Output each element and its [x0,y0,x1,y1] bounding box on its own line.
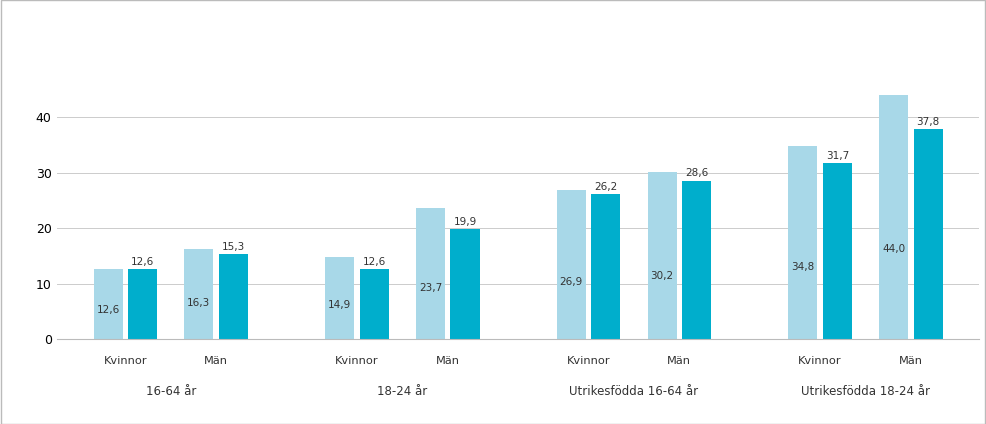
Text: Kvinnor: Kvinnor [104,356,147,366]
Bar [592,194,620,339]
Text: ARBETSLÖSHET I MALMÖ: ARBETSLÖSHET I MALMÖ [13,17,239,32]
Text: 34,8: 34,8 [792,262,814,272]
Bar [416,208,445,339]
Text: 12,6: 12,6 [97,305,119,315]
Bar [682,181,711,339]
Bar [789,146,817,339]
Text: 15,3: 15,3 [222,242,245,252]
Text: 44,0: 44,0 [882,244,905,254]
Text: 28,6: 28,6 [685,168,708,179]
Text: Män: Män [899,356,923,366]
Text: Utrikesfödda 18-24 år: Utrikesfödda 18-24 år [801,385,930,398]
Text: 14,9: 14,9 [328,300,351,310]
Text: 23,7: 23,7 [419,283,442,293]
Text: Kvinnor: Kvinnor [335,356,379,366]
Text: Män: Män [668,356,691,366]
Text: Kvinnor: Kvinnor [799,356,842,366]
Text: 12,6: 12,6 [131,257,154,267]
Bar [128,269,157,339]
Text: 26,9: 26,9 [560,277,583,287]
Text: 16-64 år: 16-64 år [146,385,196,398]
Text: 30,2: 30,2 [651,271,673,281]
Text: 19,9: 19,9 [454,217,476,226]
Text: 37,8: 37,8 [917,117,940,127]
Bar [557,190,586,339]
Bar [219,254,247,339]
Bar [184,249,213,339]
Bar [94,269,122,339]
Text: 26,2: 26,2 [595,181,617,192]
Bar [648,172,676,339]
Bar [823,163,852,339]
Bar [360,269,388,339]
Bar [451,229,479,339]
Text: Andel av arbetskraften (%) - genomsnitt januari-juni: Andel av arbetskraften (%) - genomsnitt … [13,45,362,58]
Bar [325,257,354,339]
Text: 31,7: 31,7 [826,151,849,161]
Text: Män: Män [436,356,459,366]
Text: 16,3: 16,3 [187,298,210,307]
Bar [880,95,908,339]
Text: Kvinnor: Kvinnor [567,356,610,366]
Text: 12,6: 12,6 [363,257,386,267]
Bar [914,129,943,339]
Text: 18-24 år: 18-24 år [378,385,428,398]
Text: Utrikesfödda 16-64 år: Utrikesfödda 16-64 år [569,385,698,398]
Text: Män: Män [204,356,228,366]
